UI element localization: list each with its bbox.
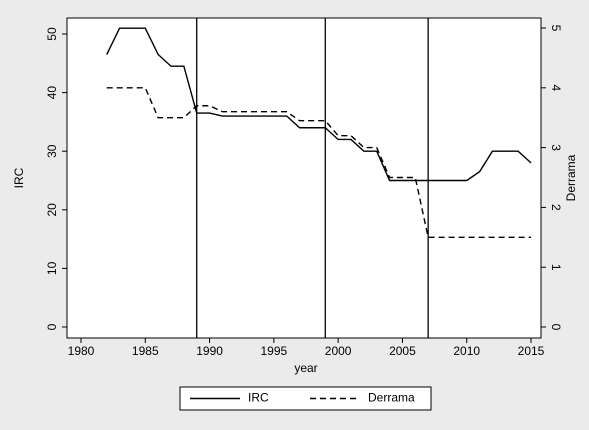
y2-tick-label: 2 <box>549 204 563 211</box>
x-tick-label: 1985 <box>132 344 159 358</box>
x-tick-label: 1995 <box>261 344 288 358</box>
y-tick-label: 10 <box>45 261 59 275</box>
y-tick-label: 30 <box>45 144 59 158</box>
y-tick-label: 0 <box>45 323 59 330</box>
y2-axis-title: Derrama <box>564 154 578 201</box>
y2-tick-label: 1 <box>549 264 563 271</box>
series-line <box>106 87 531 238</box>
x-tick-label: 2005 <box>389 344 416 358</box>
plot-area <box>66 17 542 339</box>
legend <box>179 386 432 411</box>
legend-label: IRC <box>248 391 269 405</box>
y-tick-label: 40 <box>45 86 59 100</box>
y-axis-title: IRC <box>12 167 26 188</box>
y-tick-label: 50 <box>45 27 59 41</box>
x-axis-title: year <box>294 361 317 375</box>
x-tick-label: 2010 <box>453 344 480 358</box>
x-tick-label: 2000 <box>325 344 352 358</box>
y-tick-label: 20 <box>45 203 59 217</box>
x-tick-label: 1990 <box>196 344 223 358</box>
x-tick-label: 1980 <box>68 344 95 358</box>
legend-label: Derrama <box>368 391 415 405</box>
y2-tick-label: 5 <box>549 25 563 32</box>
y2-tick-label: 4 <box>549 84 563 91</box>
x-tick-label: 2015 <box>518 344 545 358</box>
y2-tick-label: 3 <box>549 144 563 151</box>
series-line <box>106 27 532 182</box>
y2-tick-label: 0 <box>549 324 563 331</box>
